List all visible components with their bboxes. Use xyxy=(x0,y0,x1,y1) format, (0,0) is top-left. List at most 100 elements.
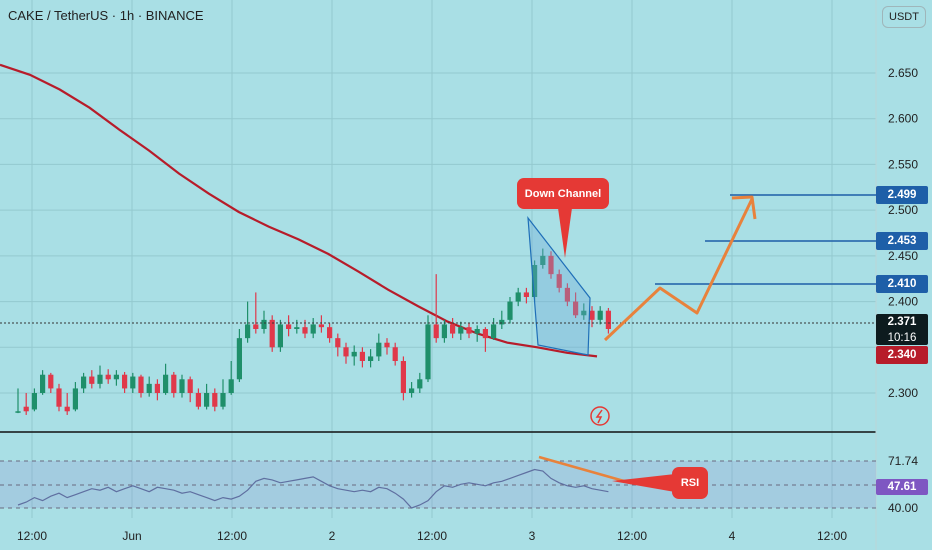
candle-body xyxy=(64,406,70,412)
time-tick-label: 12:00 xyxy=(17,529,47,543)
candle xyxy=(154,379,160,401)
candle xyxy=(113,370,119,386)
candle-body xyxy=(351,351,357,357)
candle-body xyxy=(474,329,480,334)
candle xyxy=(105,369,111,384)
candles-layer xyxy=(15,248,611,415)
candle xyxy=(138,374,144,398)
projection-arrowhead xyxy=(731,195,757,220)
rsi-callout-pointer xyxy=(612,474,675,492)
candle xyxy=(130,372,136,393)
candle-body xyxy=(417,379,423,389)
candle-body xyxy=(450,324,456,334)
price-tick-label: 2.600 xyxy=(888,112,918,126)
candle-body xyxy=(605,310,611,329)
candle-body xyxy=(310,324,316,334)
candle-body xyxy=(48,374,54,389)
candle xyxy=(212,388,218,412)
candle xyxy=(327,323,333,343)
candle xyxy=(318,315,324,333)
candle xyxy=(573,292,579,319)
candle-body xyxy=(204,393,210,407)
candle-body xyxy=(187,379,193,393)
time-tick-label: 4 xyxy=(729,529,736,543)
candle xyxy=(351,345,357,366)
candle xyxy=(441,319,447,343)
candle xyxy=(64,393,70,415)
candle-body xyxy=(564,287,570,302)
candle-body xyxy=(228,379,234,393)
time-tick-label: 2 xyxy=(329,529,336,543)
candle-body xyxy=(261,319,267,329)
price-tick-label: 2.650 xyxy=(888,66,918,80)
candle xyxy=(310,318,316,339)
candle xyxy=(589,306,595,328)
candle-body xyxy=(179,379,185,393)
candle-body xyxy=(515,292,521,302)
candle xyxy=(187,376,193,403)
candle xyxy=(195,388,201,410)
candle-body xyxy=(499,319,505,325)
candle xyxy=(228,361,234,395)
candle xyxy=(15,388,21,414)
candle-body xyxy=(15,411,21,413)
time-tick-label: 12:00 xyxy=(817,529,847,543)
down-channel-label: Down Channel xyxy=(517,178,609,209)
candle xyxy=(491,318,497,340)
candle-body xyxy=(466,327,472,334)
time-axis: 12:00 Jun 12:00 2 12:00 3 12:00 4 12:00 xyxy=(17,529,847,543)
candle-body xyxy=(154,383,160,393)
time-tick-label: 12:00 xyxy=(417,529,447,543)
candle xyxy=(359,347,365,368)
price-tick-label: 2.400 xyxy=(888,295,918,309)
candle xyxy=(236,329,242,383)
candle xyxy=(72,382,78,412)
target-price-label-2: 2.453 xyxy=(876,232,928,250)
candle-body xyxy=(81,376,87,389)
down-channel-callout-pointer xyxy=(558,208,572,258)
candle-body xyxy=(392,347,398,361)
candle xyxy=(474,325,480,342)
price-tick-label: 2.550 xyxy=(888,157,918,171)
candle-body xyxy=(409,388,415,393)
candle-body xyxy=(97,374,103,384)
candle-body xyxy=(581,310,587,316)
candle xyxy=(269,315,275,352)
candle-body xyxy=(171,374,177,393)
candle-body xyxy=(113,374,119,380)
price-tick-label: 2.500 xyxy=(888,203,918,217)
price-tick-label: 2.450 xyxy=(888,249,918,263)
candle xyxy=(40,370,46,395)
replay-icon[interactable] xyxy=(590,406,610,426)
currency-button[interactable]: USDT xyxy=(882,6,926,28)
candle xyxy=(31,388,37,412)
ma-line xyxy=(0,63,598,358)
candle xyxy=(417,372,423,393)
candle xyxy=(433,274,439,343)
candle xyxy=(507,297,513,324)
candle xyxy=(540,248,546,269)
candle-body xyxy=(146,383,152,393)
candle xyxy=(564,283,570,307)
candle-body xyxy=(384,342,390,348)
candle xyxy=(450,318,456,339)
candle xyxy=(466,323,472,339)
candle xyxy=(204,383,210,410)
candle-body xyxy=(573,301,579,316)
candle-body xyxy=(31,393,37,410)
candle-body xyxy=(540,255,546,265)
candle xyxy=(122,371,128,393)
candle-body xyxy=(277,324,283,348)
candle xyxy=(23,393,29,415)
candle-body xyxy=(40,374,46,393)
candle-body xyxy=(376,342,382,357)
countdown-label: 10:16 xyxy=(876,330,928,345)
down-channel-shape xyxy=(527,216,591,356)
candle-body xyxy=(105,374,111,380)
candle-body xyxy=(130,376,136,389)
symbol-title[interactable]: CAKE / TetherUS · 1h · BINANCE xyxy=(8,8,204,23)
candle-body xyxy=(548,255,554,275)
candle xyxy=(81,372,87,393)
rsi-value-label: 47.61 xyxy=(876,479,928,495)
